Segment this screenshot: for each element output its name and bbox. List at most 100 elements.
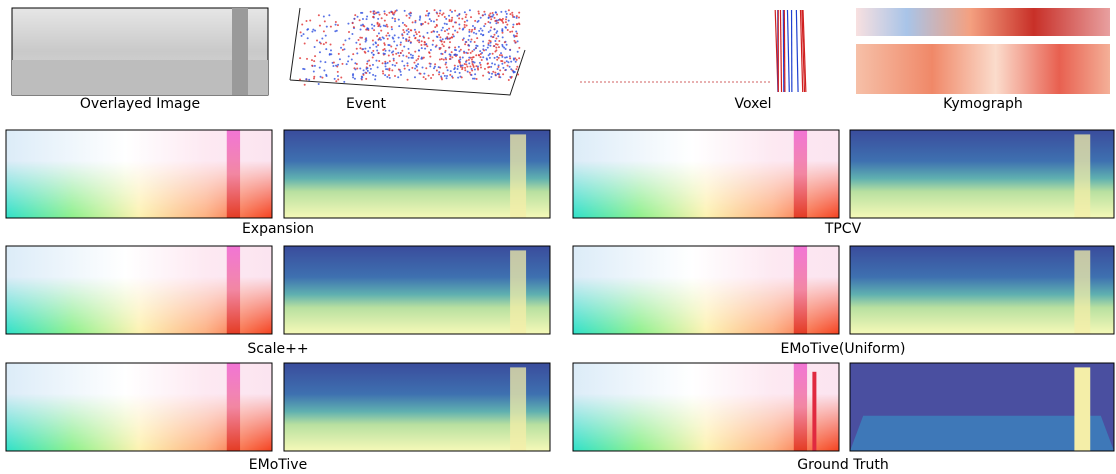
event-dot <box>352 22 354 24</box>
event-dot <box>453 54 455 56</box>
depth-image <box>284 246 550 334</box>
event-dot <box>488 54 490 56</box>
event-dot <box>466 66 468 68</box>
input-label: Overlayed Image <box>80 96 200 112</box>
event-dot <box>391 28 393 30</box>
event-dot <box>412 55 414 57</box>
event-dot <box>422 67 424 69</box>
event-dot <box>357 16 359 18</box>
event-dot <box>405 40 407 42</box>
event-dot <box>471 31 473 33</box>
event-dot <box>468 59 470 61</box>
event-dot <box>489 16 491 18</box>
event-dot <box>502 73 504 75</box>
event-dot <box>505 21 507 23</box>
event-dot <box>337 71 339 73</box>
event-dot <box>441 43 443 45</box>
event-dot <box>373 54 375 56</box>
event-dot <box>390 45 392 47</box>
event-dot <box>483 11 485 13</box>
event-dot <box>446 23 448 25</box>
event-dot <box>506 44 508 46</box>
event-dot <box>314 46 316 48</box>
event-dot <box>469 9 471 11</box>
event-dot <box>307 37 309 39</box>
event-dot <box>505 27 507 29</box>
event-dot <box>387 32 389 34</box>
event-dot <box>512 24 514 26</box>
event-dot <box>373 25 375 27</box>
event-dot <box>382 36 384 38</box>
overlay-pole <box>232 8 248 95</box>
event-dot <box>367 70 369 72</box>
voxel-line <box>780 10 781 92</box>
event-dot <box>439 10 441 12</box>
event-dot <box>366 16 368 18</box>
event-dot <box>509 31 511 33</box>
event-dot <box>368 60 370 62</box>
event-dot <box>516 23 518 25</box>
event-dot <box>480 17 482 19</box>
event-dot <box>447 69 449 71</box>
event-dot <box>375 60 377 62</box>
event-dot <box>451 11 453 13</box>
event-dot <box>492 15 494 17</box>
event-dot <box>494 72 496 74</box>
event-dot <box>403 46 405 48</box>
flow-image <box>6 130 272 218</box>
event-dot <box>408 17 410 19</box>
event-dot <box>413 62 415 64</box>
event-dot <box>414 76 416 78</box>
event-dot <box>492 53 494 55</box>
event-dot <box>323 43 325 45</box>
event-dot <box>388 74 390 76</box>
event-dot <box>434 63 436 65</box>
event-dot <box>454 30 456 32</box>
event-dot <box>333 62 335 64</box>
event-dot <box>376 12 378 14</box>
event-dot <box>423 76 425 78</box>
event-dot <box>391 26 393 28</box>
event-dot <box>463 52 465 54</box>
event-dot <box>365 37 367 39</box>
method-label: Expansion <box>242 221 314 237</box>
event-dot <box>408 39 410 41</box>
event-dot <box>441 78 443 80</box>
method-label: EMoTive <box>249 457 307 473</box>
event-dot <box>387 44 389 46</box>
event-dot <box>495 47 497 49</box>
event-dot <box>308 79 310 81</box>
event-dot <box>398 25 400 27</box>
event-dot <box>452 26 454 28</box>
event-dot <box>398 37 400 39</box>
event-dot <box>400 44 402 46</box>
event-dot <box>498 19 500 21</box>
event-dot <box>430 77 432 79</box>
event-dot <box>508 9 510 11</box>
event-dot <box>343 44 345 46</box>
event-dot <box>495 74 497 76</box>
event-dot <box>341 63 343 65</box>
event-dot <box>408 13 410 15</box>
event-dot <box>513 34 515 36</box>
event-dot <box>505 48 507 50</box>
event-dot <box>366 63 368 65</box>
event-dot <box>420 44 422 46</box>
event-dot <box>495 38 497 40</box>
event-dot <box>384 48 386 50</box>
event-dot <box>471 59 473 61</box>
event-dot <box>394 18 396 20</box>
event-dot <box>386 26 388 28</box>
event-dot <box>502 36 504 38</box>
event-dot <box>495 11 497 13</box>
method-label: Ground Truth <box>797 457 888 473</box>
event-dot <box>374 75 376 77</box>
event-dot <box>309 19 311 21</box>
event-dot <box>449 74 451 76</box>
event-dot <box>335 24 337 26</box>
input-label: Voxel <box>735 96 772 112</box>
depth-image <box>284 363 550 451</box>
figure: Overlayed ImageEventVoxelKymographExpans… <box>0 0 1116 474</box>
event-dot <box>494 63 496 65</box>
event-dot <box>392 17 394 19</box>
